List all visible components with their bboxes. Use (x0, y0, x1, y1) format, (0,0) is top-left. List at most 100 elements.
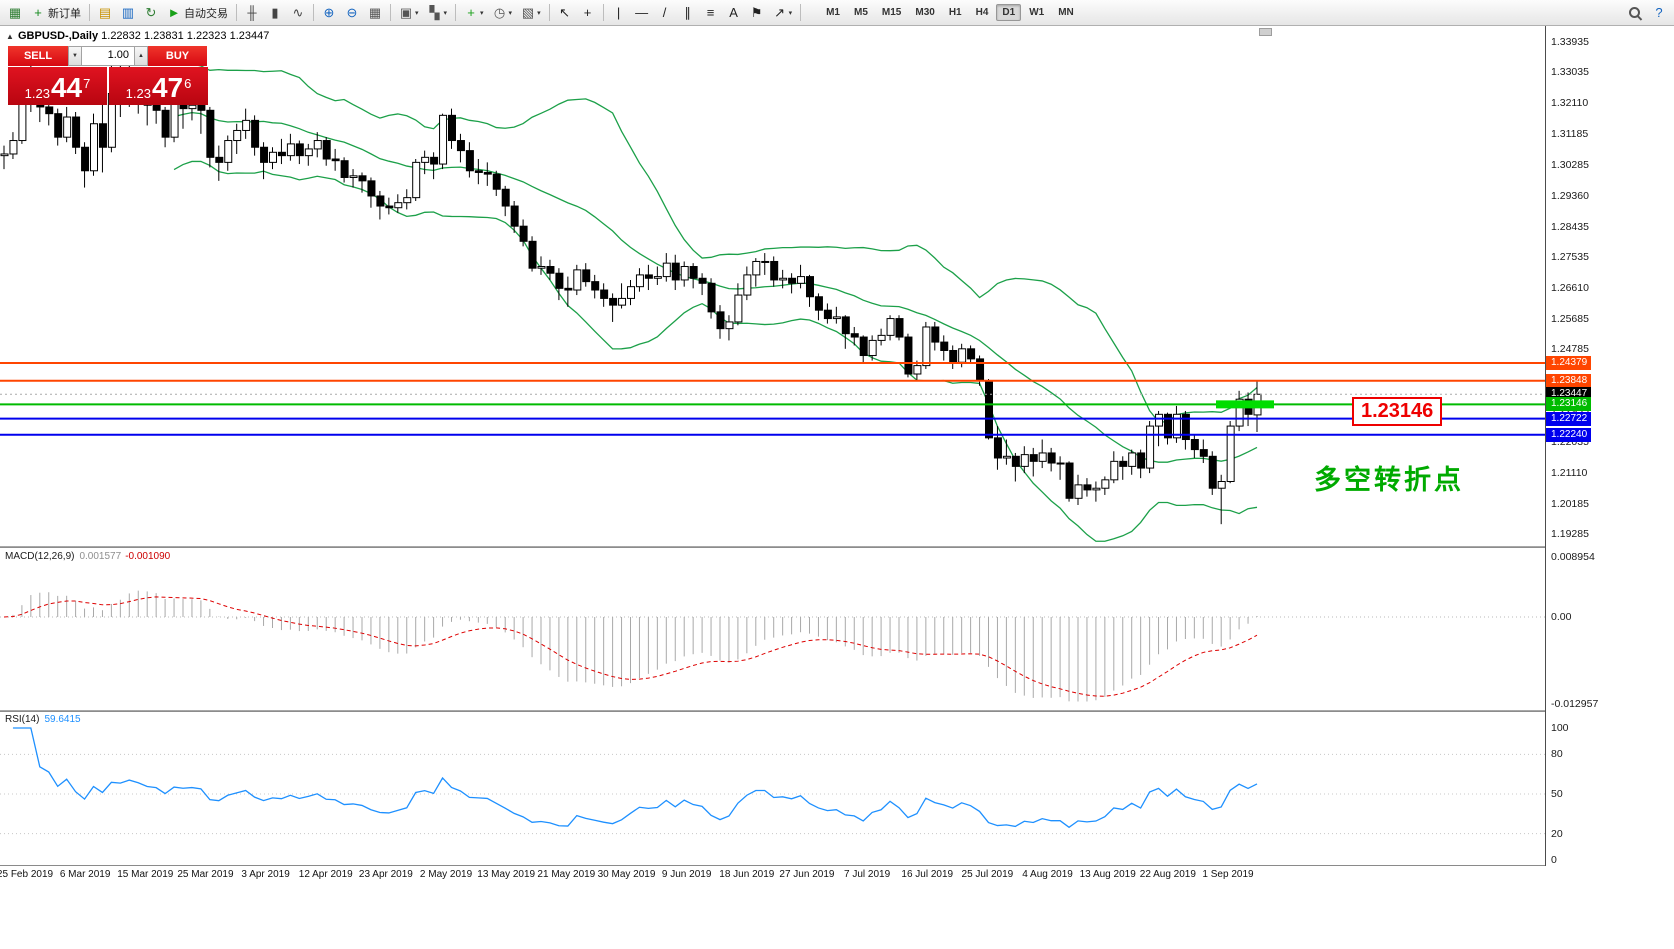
timeframe-button-w1[interactable]: W1 (1029, 7, 1045, 18)
level-price-callout[interactable]: 1.23146 (1352, 397, 1443, 426)
price-scale-label: 1.33935 (1551, 35, 1589, 48)
new-chart-icon[interactable]: ▣ ▾ (395, 2, 423, 24)
macd-scale-label: 0.008954 (1551, 550, 1595, 563)
arrows-icon-icon: ↗ (774, 5, 786, 20)
timeframe-button-m15[interactable]: M15 (881, 7, 902, 18)
chart-shift-handle[interactable] (1259, 28, 1272, 36)
profiles-icon-icon: ▚ (429, 5, 440, 20)
date-axis-label: 9 Jun 2019 (661, 869, 712, 880)
caret-down-icon: ▾ (415, 9, 419, 17)
turning-point-note[interactable]: 多空转折点 (1314, 465, 1464, 495)
candlestick-icon[interactable]: ▮ (264, 2, 286, 24)
volume-input[interactable]: 1.00 (82, 46, 134, 66)
new-order-button-label: 新订单 (48, 7, 81, 20)
price-scale-label: 1.29360 (1551, 189, 1589, 202)
fibonacci-icon[interactable]: ≡ (700, 2, 722, 24)
search-icon (1627, 5, 1643, 21)
profile-icon[interactable]: ▤ (94, 2, 116, 24)
rsi-scale-label: 20 (1551, 827, 1563, 840)
macd-scale-label: -0.012957 (1551, 697, 1599, 710)
periods-icon-icon: ◷ (493, 5, 506, 20)
horizontal-line-icon[interactable]: — (631, 2, 653, 24)
line-chart-icon[interactable]: ∿ (287, 2, 309, 24)
templates-icon-icon: ▧ (521, 5, 535, 20)
price-scale[interactable]: 1.33935 1.33035 1.32110 1.31185 1.30285 1.293… (1545, 26, 1674, 866)
profiles-icon[interactable]: ▚ ▾ (424, 2, 452, 24)
one-click-collapse-icon[interactable]: ▲ (6, 32, 14, 41)
zoom-in-icon[interactable]: ⊕ (318, 2, 340, 24)
toolbar-divider (800, 4, 802, 21)
search-button[interactable] (1623, 2, 1647, 24)
trendline-icon[interactable]: / (654, 2, 676, 24)
price-scale-label: 1.21110 (1551, 466, 1588, 479)
price-chart-canvas[interactable] (0, 26, 1545, 547)
zoom-out-icon[interactable]: ⊖ (341, 2, 363, 24)
date-axis-label: 27 Jun 2019 (779, 869, 835, 880)
price-scale-label: 1.33035 (1551, 66, 1589, 79)
vertical-line-icon-icon: | (616, 5, 621, 20)
volume-up-button[interactable]: ▲ (134, 46, 148, 66)
rsi-scale-label: 50 (1551, 788, 1563, 800)
label-icon[interactable]: ⚑ (746, 2, 768, 24)
price-scale-label: 1.19285 (1551, 528, 1589, 541)
timeframe-button-d1[interactable]: D1 (996, 4, 1022, 21)
price-scale-label: 1.27535 (1551, 250, 1589, 263)
rsi-indicator-canvas[interactable] (0, 711, 1545, 866)
sell-price-prefix: 1.23 (24, 86, 50, 101)
crosshair-icon[interactable]: + (577, 2, 599, 24)
chart-ohlc-values: 1.22832 1.23831 1.22323 1.23447 (101, 30, 270, 42)
macd-histogram (12, 590, 1258, 702)
sell-price-display[interactable]: 1.23 44 7 (8, 67, 107, 105)
help-button[interactable]: ? (1648, 2, 1670, 24)
market-watch-icon[interactable]: ▥ (117, 2, 139, 24)
date-axis-label: 2 May 2019 (419, 869, 473, 880)
buy-price-prefix: 1.23 (125, 86, 151, 101)
profile-icon-icon: ▤ (98, 5, 112, 20)
volume-down-button[interactable]: ▼ (68, 46, 82, 66)
cursor-icon[interactable]: ↖ (554, 2, 576, 24)
help-icon: ? (1655, 5, 1663, 20)
auto-trading-icon: ► (167, 5, 181, 20)
trendline-highlight-segment[interactable] (1216, 400, 1274, 409)
rsi-panel-splitter[interactable] (0, 710, 1674, 712)
date-axis[interactable]: 25 Feb 2019 6 Mar 2019 15 Mar 2019 25 Mar 2… (0, 866, 1545, 885)
timeframe-button-h4[interactable]: H4 (975, 7, 989, 18)
vertical-line-icon[interactable]: | (608, 2, 630, 24)
zoom-in-icon-icon: ⊕ (323, 5, 335, 20)
bar-chart-icon[interactable]: ╫ (241, 2, 263, 24)
candlestick-icon-icon: ▮ (271, 5, 279, 20)
buy-price-display[interactable]: 1.23 47 6 (109, 67, 208, 105)
timeframe-button-m5[interactable]: M5 (854, 7, 868, 18)
cursor-icon-icon: ↖ (559, 5, 571, 20)
macd-scale-label: 0.00 (1551, 611, 1572, 623)
periods-icon[interactable]: ◷ ▾ (489, 2, 517, 24)
arrows-icon[interactable]: ↗ ▾ (769, 2, 797, 24)
auto-trading-button[interactable]: ► 自动交易 (163, 2, 232, 24)
timeframe-button-mn[interactable]: MN (1058, 7, 1074, 18)
macd-panel-splitter[interactable] (0, 546, 1674, 548)
timeframe-button-h1[interactable]: H1 (948, 7, 962, 18)
refresh-icon[interactable]: ↻ (140, 2, 162, 24)
timeframe-button-m1[interactable]: M1 (826, 7, 840, 18)
text-icon[interactable]: A (723, 2, 745, 24)
app-logo-icon[interactable]: ▦ (4, 2, 26, 24)
channel-icon[interactable]: ∥ (677, 2, 699, 24)
new-order-button[interactable]: + 新订单 (27, 2, 85, 24)
macd-indicator-canvas[interactable] (0, 547, 1545, 711)
text-icon-icon: A (729, 5, 738, 20)
date-axis-label: 6 Mar 2019 (59, 869, 111, 880)
fibonacci-icon-icon: ≡ (706, 5, 715, 20)
rsi-value: 59.6415 (44, 714, 81, 725)
trade-controls-row: SELL ▼ 1.00 ▲ BUY (8, 46, 208, 66)
timeframe-button-m30[interactable]: M30 (915, 7, 935, 18)
label-icon-icon: ⚑ (750, 5, 763, 20)
buy-button[interactable]: BUY (148, 46, 207, 66)
tile-windows-icon[interactable]: ▦ (364, 2, 386, 24)
caret-down-icon: ▾ (537, 9, 541, 17)
new-order-icon: + (34, 5, 42, 20)
date-axis-label: 13 May 2019 (477, 869, 536, 880)
indicators-icon[interactable]: + ▾ (460, 2, 488, 24)
macd-main-value: 0.001577 (79, 551, 122, 562)
sell-button[interactable]: SELL (8, 46, 68, 66)
templates-icon[interactable]: ▧ ▾ (517, 2, 545, 24)
